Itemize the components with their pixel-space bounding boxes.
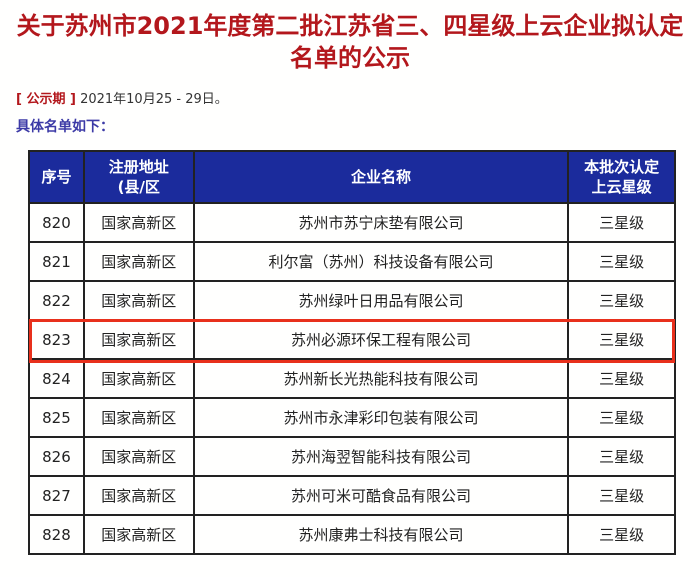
cell-company: 苏州绿叶日用品有限公司 xyxy=(192,280,570,321)
cell-star-level: 三星级 xyxy=(567,202,676,243)
cell-star-level: 三星级 xyxy=(567,241,676,282)
table-row: 823 国家高新区 苏州必源环保工程有限公司 三星级 xyxy=(28,319,676,360)
cell-company: 苏州新长光热能科技有限公司 xyxy=(192,358,570,399)
table-row: 828 国家高新区 苏州康弗士科技有限公司 三星级 xyxy=(28,514,676,555)
enterprise-table: 序号 注册地址 (县/区 企业名称 本批次认定 上云星级 820 国家高新区 苏州市苏宁… xyxy=(28,150,676,555)
cell-index: 828 xyxy=(28,514,85,555)
cell-district: 国家高新区 xyxy=(82,436,195,477)
period-value: 2021年10月25 - 29日。 xyxy=(75,92,228,107)
cell-index: 820 xyxy=(28,202,85,243)
cell-district: 国家高新区 xyxy=(82,514,195,555)
cell-district: 国家高新区 xyxy=(82,280,195,321)
cell-star-level: 三星级 xyxy=(567,358,676,399)
table-row: 820 国家高新区 苏州市苏宁床垫有限公司 三星级 xyxy=(28,202,676,243)
table-row: 827 国家高新区 苏州可米可酷食品有限公司 三星级 xyxy=(28,475,676,516)
cell-index: 825 xyxy=(28,397,85,438)
cell-company: 苏州市永津彩印包装有限公司 xyxy=(192,397,570,438)
cell-index: 822 xyxy=(28,280,85,321)
page-title-line2: 名单的公示 xyxy=(290,44,410,72)
page-title-line1: 关于苏州市2021年度第二批江苏省三、四星级上云企业拟认定 xyxy=(16,12,684,40)
cell-star-level: 三星级 xyxy=(567,514,676,555)
cell-star-level: 三星级 xyxy=(567,280,676,321)
cell-company: 苏州必源环保工程有限公司 xyxy=(192,319,570,360)
cell-district: 国家高新区 xyxy=(82,319,195,360)
header-index: 序号 xyxy=(28,150,85,204)
table-row: 821 国家高新区 利尔富（苏州）科技设备有限公司 三星级 xyxy=(28,241,676,282)
header-company: 企业名称 xyxy=(192,150,570,204)
cell-district: 国家高新区 xyxy=(82,202,195,243)
cell-index: 826 xyxy=(28,436,85,477)
list-subheading: 具体名单如下： xyxy=(16,119,114,135)
cell-company: 利尔富（苏州）科技设备有限公司 xyxy=(192,241,570,282)
cell-district: 国家高新区 xyxy=(82,241,195,282)
cell-company: 苏州康弗士科技有限公司 xyxy=(192,514,570,555)
header-district: 注册地址 (县/区 xyxy=(82,150,195,204)
cell-district: 国家高新区 xyxy=(82,358,195,399)
table-header-row: 序号 注册地址 (县/区 企业名称 本批次认定 上云星级 xyxy=(28,150,676,204)
cell-company: 苏州可米可酷食品有限公司 xyxy=(192,475,570,516)
cell-index: 821 xyxy=(28,241,85,282)
cell-index: 824 xyxy=(28,358,85,399)
cell-star-level: 三星级 xyxy=(567,397,676,438)
cell-star-level: 三星级 xyxy=(567,319,676,360)
cell-star-level: 三星级 xyxy=(567,436,676,477)
cell-star-level: 三星级 xyxy=(567,475,676,516)
cell-index: 827 xyxy=(28,475,85,516)
cell-index: 823 xyxy=(28,319,85,360)
cell-company: 苏州海翌智能科技有限公司 xyxy=(192,436,570,477)
cell-district: 国家高新区 xyxy=(82,475,195,516)
cell-company: 苏州市苏宁床垫有限公司 xyxy=(192,202,570,243)
table-row: 826 国家高新区 苏州海翌智能科技有限公司 三星级 xyxy=(28,436,676,477)
table-row: 824 国家高新区 苏州新长光热能科技有限公司 三星级 xyxy=(28,358,676,399)
period-label: [ 公示期 ] xyxy=(16,92,76,107)
cell-district: 国家高新区 xyxy=(82,397,195,438)
header-star-level: 本批次认定 上云星级 xyxy=(567,150,676,204)
publicity-period: [ 公示期 ] 2021年10月25 - 29日。 xyxy=(16,88,228,107)
table-row: 825 国家高新区 苏州市永津彩印包装有限公司 三星级 xyxy=(28,397,676,438)
table-row: 822 国家高新区 苏州绿叶日用品有限公司 三星级 xyxy=(28,280,676,321)
